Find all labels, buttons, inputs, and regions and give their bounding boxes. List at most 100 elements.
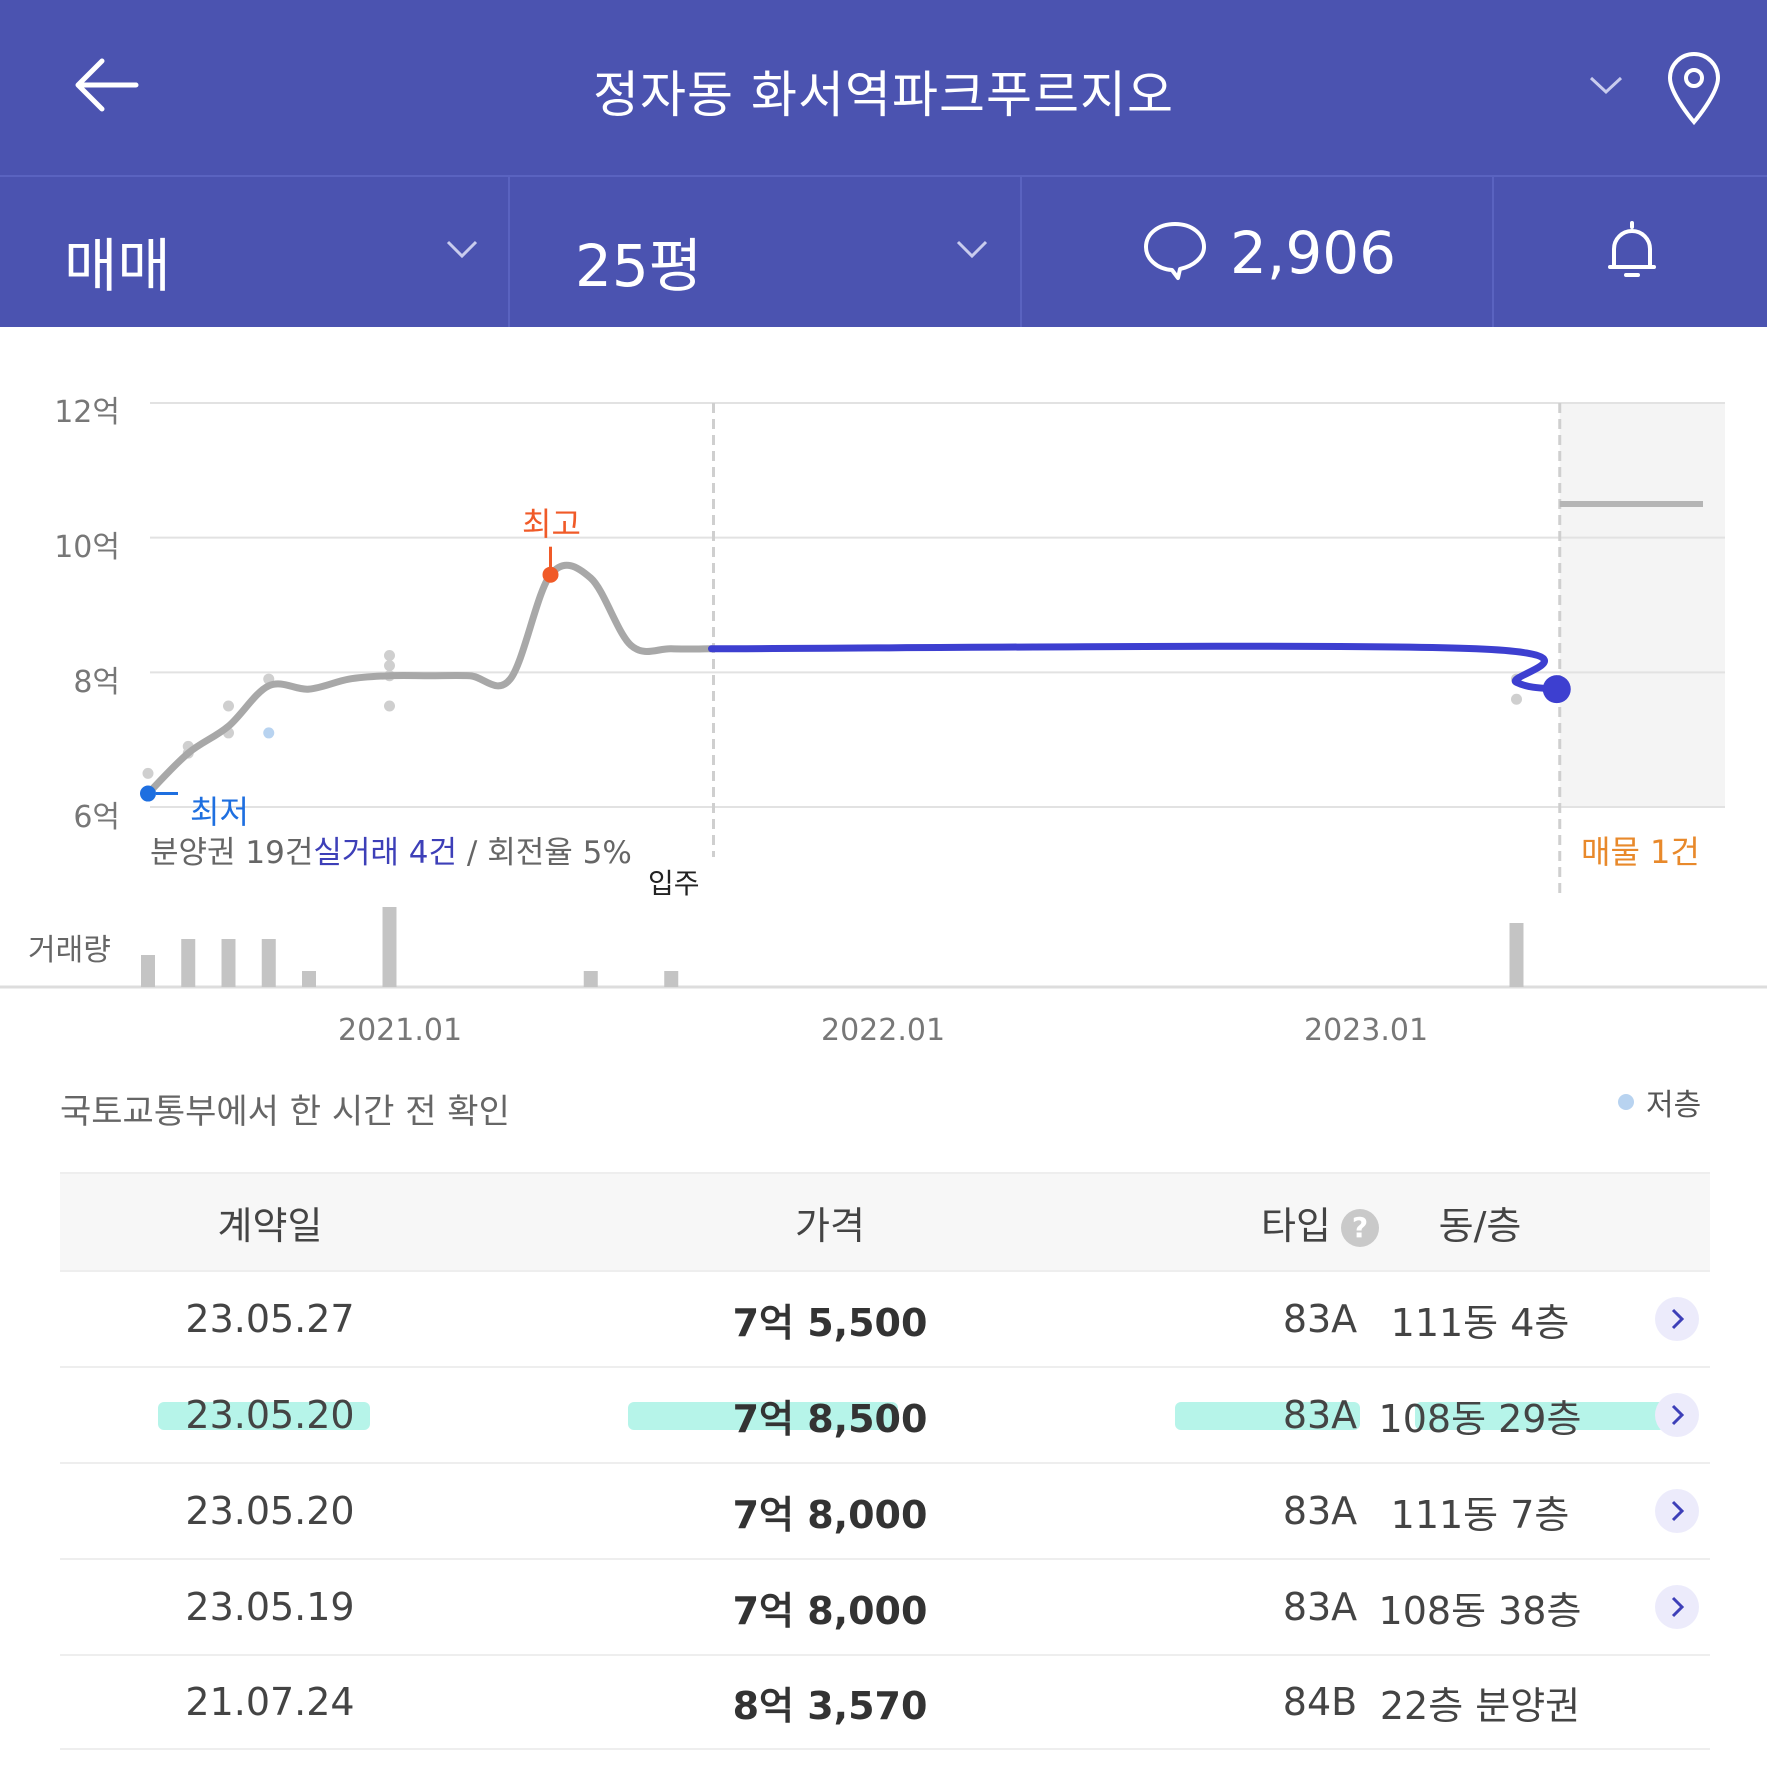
- trade-summary: 분양권 19건실거래 4건 / 회전율 5%: [150, 827, 632, 872]
- volume-bar: [181, 939, 196, 987]
- building-floor: 111동 7층: [1390, 1492, 1570, 1537]
- unit-type: 84B: [1282, 1680, 1358, 1724]
- contract-date: 23.05.27: [185, 1297, 355, 1341]
- y-tick-label: 6억: [73, 800, 120, 835]
- help-icon[interactable]: ?: [1340, 1209, 1379, 1247]
- bell-icon: [1608, 221, 1656, 277]
- volume-bar: [221, 939, 236, 987]
- trade-type-label: 매매: [64, 232, 171, 300]
- unit-type: 83A: [1282, 1393, 1358, 1437]
- table-row[interactable]: 21.07.24 8억 3,570 84B 22층 분양권: [60, 1654, 1710, 1750]
- highlight-mark: [158, 1402, 370, 1430]
- col-price: 가격: [795, 1203, 865, 1248]
- volume-bar: [382, 907, 397, 987]
- table-row[interactable]: 23.05.19 7억 8,000 83A 108동 38층: [60, 1558, 1710, 1654]
- trade-point: [1511, 693, 1522, 705]
- trade-point: [142, 767, 154, 779]
- volume-bar: [583, 971, 598, 987]
- contract-date: 23.05.19: [185, 1585, 355, 1629]
- highlight-mark: [1415, 1402, 1665, 1430]
- unit-type: 83A: [1282, 1489, 1358, 1533]
- contract-date: 21.07.24: [185, 1680, 355, 1724]
- price-line-presale: [144, 561, 715, 798]
- y-tick-label: 12억: [54, 395, 120, 430]
- comments-button[interactable]: 2,906: [1022, 177, 1494, 327]
- legend-dot: [1618, 1094, 1634, 1110]
- chevron-down-icon[interactable]: [1588, 72, 1624, 98]
- price-line-actual: [708, 642, 1561, 693]
- chevron-right-icon[interactable]: [1655, 1297, 1699, 1341]
- legend: 저층: [1618, 1080, 1701, 1124]
- table-row[interactable]: 23.05.20 7억 8,000 83A 111동 7층: [60, 1462, 1710, 1558]
- price: 8억 3,570: [732, 1683, 928, 1728]
- low-point: [140, 785, 156, 802]
- chevron-right-icon[interactable]: [1655, 1489, 1699, 1533]
- size-label: 25평: [575, 232, 703, 300]
- trade-point: [223, 700, 234, 712]
- table-header: 계약일 가격 타입? 동/층: [60, 1172, 1710, 1270]
- listing-shade: [1559, 403, 1725, 807]
- movein-label: 입주: [648, 867, 700, 900]
- price: 7억 8,500: [732, 1396, 928, 1441]
- volume-bar: [1509, 923, 1524, 987]
- building-floor: 111동 4층: [1390, 1300, 1570, 1345]
- speech-bubble-icon: [1144, 222, 1206, 280]
- alarm-button[interactable]: [1494, 177, 1767, 327]
- low-label: 최저: [190, 793, 249, 831]
- x-tick-label: 2022.01: [821, 1013, 946, 1048]
- filter-bar: 매매 25평 2,906: [0, 175, 1767, 327]
- building-floor: 108동 29층: [1378, 1396, 1582, 1441]
- low-floor-point: [263, 727, 275, 739]
- volume-label: 거래량: [28, 933, 111, 968]
- x-tick-label: 2021.01: [338, 1013, 463, 1048]
- x-tick-label: 2023.01: [1304, 1013, 1429, 1048]
- contract-date: 23.05.20: [185, 1489, 355, 1533]
- building-floor: 108동 38층: [1378, 1588, 1582, 1633]
- turnover-rate: / 회전율 5%: [457, 835, 632, 871]
- unit-type: 83A: [1282, 1297, 1358, 1341]
- trade-point: [384, 660, 395, 672]
- price: 7억 8,000: [732, 1492, 928, 1537]
- price: 7억 8,000: [732, 1588, 928, 1633]
- unit-type: 83A: [1282, 1585, 1358, 1629]
- y-tick-label: 10억: [54, 530, 120, 565]
- price-chart: 12억 10억 8억 6억 최고 최저 분양권 19건실거래 4건 / 회전율 …: [0, 327, 1767, 1048]
- price: 7억 5,500: [732, 1300, 928, 1345]
- latest-price-point: [1542, 675, 1571, 704]
- chevron-down-icon: [446, 240, 478, 259]
- volume-bar: [664, 971, 679, 987]
- volume-bar: [261, 939, 276, 987]
- high-label: 최고: [522, 505, 581, 543]
- col-type: 타입?: [1140, 1195, 1500, 1250]
- table-row[interactable]: 23.05.20 7억 8,500 83A 108동 29층: [60, 1366, 1710, 1462]
- chevron-right-icon[interactable]: [1655, 1393, 1699, 1437]
- contract-date: 23.05.20: [185, 1393, 355, 1437]
- listing-count[interactable]: 매물 1건: [1581, 833, 1700, 871]
- col-date: 계약일: [217, 1203, 323, 1248]
- page-title[interactable]: 정자동 화서역파크푸르지오: [593, 66, 1174, 124]
- volume-bar: [302, 971, 316, 987]
- col-type-label: 타입: [1261, 1203, 1331, 1248]
- highlight-mark: [628, 1402, 898, 1430]
- building-floor: 22층 분양권: [1379, 1683, 1581, 1728]
- legend-low-floor: 저층: [1646, 1088, 1702, 1123]
- back-arrow-icon[interactable]: [70, 55, 140, 115]
- volume-bar: [141, 955, 155, 987]
- trade-type-select[interactable]: 매매: [0, 177, 510, 327]
- price-chart-svg: [0, 402, 1767, 989]
- trade-point: [384, 650, 395, 661]
- comment-count: 2,906: [1230, 219, 1397, 287]
- trade-point: [384, 700, 395, 712]
- presale-count: 분양권 19건: [150, 835, 314, 871]
- highlight-mark: [1175, 1402, 1360, 1430]
- real-trade-count: 실거래 4건: [313, 835, 458, 871]
- size-select[interactable]: 25평: [510, 177, 1022, 327]
- location-pin-icon[interactable]: [1666, 52, 1722, 126]
- high-point: [542, 566, 559, 583]
- table-row[interactable]: 23.05.27 7억 5,500 83A 111동 4층: [60, 1270, 1710, 1366]
- col-unit: 동/층: [1438, 1203, 1522, 1248]
- data-source-note: 국토교통부에서 한 시간 전 확인: [60, 1092, 510, 1132]
- y-tick-label: 8억: [73, 665, 120, 700]
- top-bar: 정자동 화서역파크푸르지오: [0, 0, 1767, 175]
- chevron-right-icon[interactable]: [1655, 1585, 1699, 1629]
